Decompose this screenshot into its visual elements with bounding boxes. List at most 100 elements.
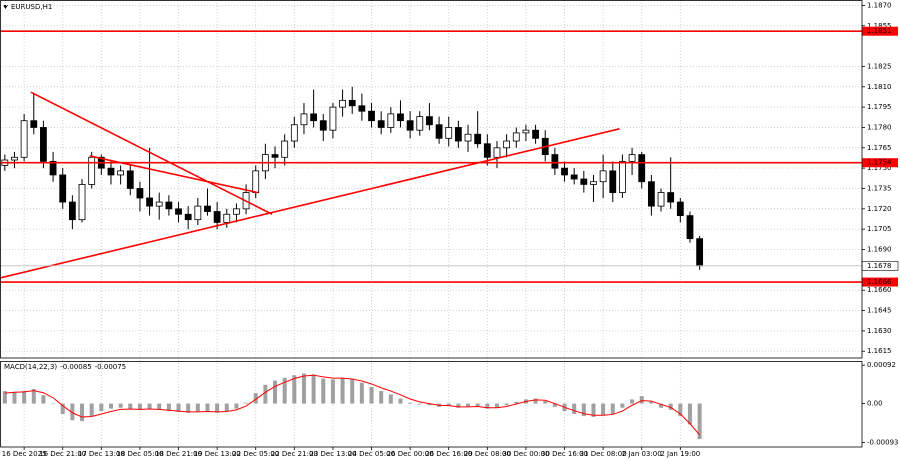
y-tick-label: 1.1690 [867, 246, 892, 254]
macd-bar [687, 403, 692, 425]
candle-body [619, 160, 626, 193]
y-tick-label: 1.1750 [867, 164, 892, 172]
macd-bar [485, 403, 490, 409]
signal-line [4, 374, 701, 436]
candle-body [474, 133, 482, 145]
indicator-readout: -0.00075 [95, 363, 126, 371]
candle-body [40, 127, 47, 162]
macd-bar [273, 380, 278, 404]
x-tick-label: 30 Dec 00:00 [502, 450, 549, 458]
macd-bar [234, 403, 239, 409]
candle-body [300, 113, 308, 126]
y-tick-label: 0.00 [867, 400, 883, 408]
candle-body [310, 113, 318, 122]
trend-line [0, 128, 620, 279]
macd-bar [466, 403, 471, 407]
macd-bar [572, 403, 577, 415]
candle-body [319, 120, 327, 131]
macd-bar [80, 403, 85, 422]
y-tick-label: 1.1825 [867, 62, 892, 70]
macd-bar [591, 403, 596, 417]
macd-bar [697, 403, 702, 440]
macd-bar [12, 391, 17, 404]
y-tick-label: 1.1735 [867, 184, 892, 192]
level-label-box [862, 277, 898, 287]
candle-body [696, 238, 704, 267]
candle-body [628, 154, 636, 162]
trend-line [30, 91, 273, 215]
macd-bar [205, 403, 210, 412]
candle-body [387, 113, 395, 128]
candle-body [20, 120, 28, 158]
candle-body [68, 201, 76, 221]
x-tick-label: 17 Dec 13:00 [78, 450, 125, 458]
candle-body [155, 201, 163, 207]
candle-body [271, 154, 279, 158]
candle-body [377, 120, 385, 128]
macd-bar [137, 403, 142, 410]
y-tick-label: 1.1795 [867, 103, 892, 111]
candle-body [165, 201, 173, 210]
macd-bar [388, 394, 393, 404]
macd-bar [311, 374, 316, 404]
y-tick-label: 1.1855 [867, 22, 892, 30]
x-tick-label: 29 Dec 08:00 [464, 450, 511, 458]
macd-bar [504, 403, 509, 406]
x-tick-label: 16 Dec 2025 [2, 450, 47, 458]
macd-bar [253, 393, 258, 404]
candle-body [184, 213, 192, 221]
x-tick-label: 31 Dec 08:00 [580, 450, 627, 458]
candle-body [483, 143, 491, 158]
macd-bar [543, 401, 548, 404]
candle-body [580, 178, 588, 185]
candle-body [204, 205, 211, 212]
macd-bar [195, 403, 200, 412]
macd-bar [70, 403, 75, 421]
plot-frame [0, 361, 863, 448]
candle-body [493, 147, 501, 158]
candle-body [233, 208, 240, 215]
candle-body [358, 105, 366, 112]
level-label-box [862, 158, 898, 168]
x-tick-label: 26 Dec 16:00 [425, 450, 472, 458]
macd-bar [292, 375, 297, 404]
macd-bar [610, 403, 615, 415]
macd-bar [649, 401, 654, 404]
y-tick-label: -0.00093 [867, 438, 898, 446]
candle-body [647, 181, 655, 207]
candle-body [667, 192, 675, 203]
candle-body [406, 120, 414, 131]
candle-body [88, 156, 96, 185]
x-tick-label: 30 Dec 16:00 [541, 450, 588, 458]
macd-bar [89, 403, 94, 417]
macd-bar [398, 398, 403, 404]
candle-body [175, 208, 182, 215]
candle-body [570, 174, 578, 180]
x-tick-label: 22 Dec 05:00 [232, 450, 279, 458]
candle-body [223, 213, 231, 223]
candle-body [290, 124, 298, 142]
candle-body [117, 170, 125, 176]
candle-body [252, 170, 260, 193]
y-tick-label: 1.1765 [867, 144, 892, 152]
indicator-title: MACD(14,22,3) [4, 363, 57, 371]
y-tick-label: 1.1615 [867, 347, 892, 355]
x-tick-label: 2 Jan 03:00 [622, 450, 662, 458]
macd-bar [678, 403, 683, 417]
candle-body [676, 201, 684, 217]
candle-body [213, 211, 221, 223]
candle-body [445, 127, 453, 139]
x-tick-label: 19 Dec 13:00 [194, 450, 241, 458]
macd-bar [514, 401, 519, 404]
candle-body [609, 170, 617, 193]
macd-bar [128, 403, 133, 409]
y-tick-label: 1.1780 [867, 123, 892, 131]
macd-bar [533, 398, 538, 404]
candle-body [397, 113, 404, 122]
x-tick-label: 18 Dec 21:00 [155, 450, 202, 458]
macd-bar [456, 403, 461, 408]
macd-bar [475, 403, 480, 407]
candle-body [368, 110, 375, 122]
indicator-readout: -0.00085 [60, 363, 91, 371]
